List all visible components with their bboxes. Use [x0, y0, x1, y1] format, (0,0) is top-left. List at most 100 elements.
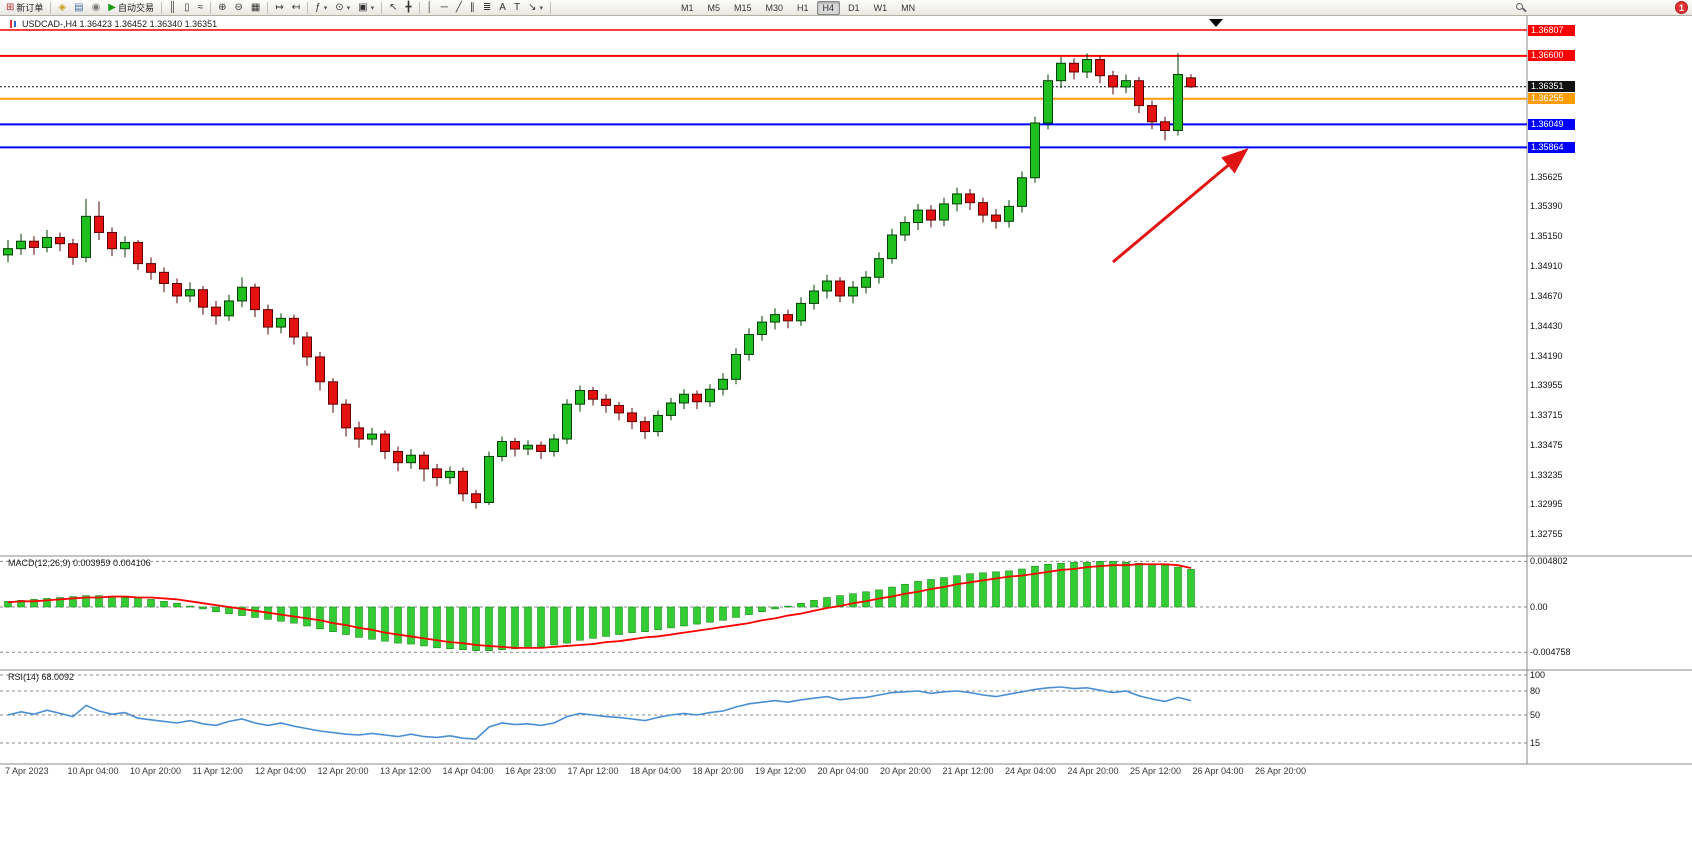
time-axis-label: 18 Apr 04:00 — [630, 766, 682, 776]
autotrading-button-label: 自动交易 — [118, 3, 155, 13]
text-button[interactable]: A — [495, 1, 510, 15]
zoom-in-icon: ⊕ — [218, 1, 227, 13]
candle — [406, 448, 416, 469]
level-price-badge: 1.36600 — [1528, 50, 1575, 62]
metaeditor-button[interactable]: ◈ — [54, 1, 70, 15]
price-axis-label: 1.35150 — [1530, 231, 1563, 242]
candle — [185, 282, 195, 303]
chart-symbol-icon — [8, 19, 18, 29]
search-icon[interactable] — [1516, 3, 1527, 14]
timeframe-d1-button[interactable]: D1 — [848, 2, 860, 13]
metaeditor-icon: ◈ — [58, 1, 67, 13]
candle — [822, 274, 832, 299]
time-axis-label: 17 Apr 12:00 — [567, 766, 619, 776]
notification-badge[interactable]: 1 — [1675, 1, 1688, 14]
label-button[interactable]: T — [510, 1, 524, 15]
new-order-button[interactable]: ⊞ 新订单 — [2, 1, 47, 15]
candle — [315, 351, 325, 391]
rsi-line — [7, 686, 1192, 740]
auto-scroll-button[interactable]: ↦ — [271, 1, 287, 15]
auto-scroll-icon: ↦ — [275, 1, 284, 13]
candle — [835, 277, 845, 303]
chart-shift-icon: ↤ — [291, 1, 301, 13]
rsi-indicator-label: RSI(14) 68.0092 — [8, 672, 75, 682]
timeframe-mn-button[interactable]: MN — [901, 2, 916, 13]
time-axis-label: 13 Apr 12:00 — [380, 766, 432, 776]
candle — [1147, 100, 1157, 130]
candle — [991, 208, 1001, 229]
candle — [900, 216, 910, 242]
fibonacci-button[interactable]: ≣ — [479, 1, 495, 15]
candle — [198, 286, 208, 315]
time-axis-label: 25 Apr 12:00 — [1130, 766, 1182, 776]
label-icon: T — [513, 1, 521, 13]
candle — [692, 390, 702, 410]
arrows-button[interactable]: ↘ ▾ — [524, 1, 547, 15]
zoom-out-button[interactable]: ⊖ — [231, 1, 247, 15]
candle — [224, 294, 234, 321]
level-price-badge: 1.36255 — [1528, 93, 1575, 105]
periods-button[interactable]: ⊙ ▾ — [331, 1, 354, 15]
candle — [211, 300, 221, 325]
line-chart-button[interactable]: ≈ — [194, 1, 208, 15]
crosshair-button[interactable]: ╋ — [401, 1, 415, 15]
macd-axis-label: 0.00 — [1530, 602, 1548, 612]
timeframe-m1-button[interactable]: M1 — [680, 2, 694, 13]
templates-icon: ▣ — [358, 1, 368, 13]
candle — [562, 399, 572, 445]
candlestick-chart-button[interactable]: ▯ — [180, 1, 194, 15]
navigator-button[interactable]: ◉ — [88, 1, 105, 15]
cursor-icon: ↖ — [389, 1, 398, 13]
timeframe-m30-button[interactable]: M30 — [765, 2, 784, 13]
candle — [133, 239, 143, 270]
candle — [601, 394, 611, 413]
price-axis[interactable]: 1.35625 1.35390 1.35150 1.34910 1.34670 1.344… — [1528, 16, 1692, 764]
price-axis-label: 1.35625 — [1530, 172, 1563, 183]
tile-windows-button[interactable]: ▦ — [247, 1, 264, 15]
zoom-in-button[interactable]: ⊕ — [214, 1, 230, 15]
price-axis-label: 1.33715 — [1530, 409, 1563, 420]
timeframe-m15-button[interactable]: M15 — [734, 2, 752, 13]
candle — [302, 332, 312, 366]
line-chart-icon: ≈ — [197, 1, 204, 13]
candle — [549, 434, 559, 457]
cursor-button[interactable]: ↖ — [385, 1, 401, 15]
candle — [718, 373, 728, 396]
arrows-icon: ↘ — [528, 1, 537, 13]
templates-button[interactable]: ▣ ▾ — [354, 1, 378, 15]
candle — [497, 436, 507, 462]
equidistant-channel-button[interactable]: ∥ — [466, 1, 479, 15]
time-axis-label: 11 Apr 12:00 — [192, 766, 243, 776]
timeframe-w1-button[interactable]: W1 — [873, 2, 888, 13]
chart-end-marker[interactable] — [1209, 19, 1223, 27]
candle — [575, 385, 585, 412]
text-icon: A — [499, 1, 506, 13]
timeframe-m5-button[interactable]: M5 — [707, 2, 720, 13]
toolbar-separator — [549, 1, 551, 14]
indicators-button[interactable]: ƒ ▾ — [311, 1, 331, 15]
chart-shift-button[interactable]: ↤ — [288, 1, 304, 15]
time-axis-label: 21 Apr 12:00 — [942, 766, 994, 776]
market-watch-button[interactable]: ▤ — [70, 1, 87, 15]
horizontal-line-button[interactable]: ─ — [437, 1, 452, 15]
autotrading-button[interactable]: ▶ 自动交易 — [104, 1, 158, 15]
macd-axis-label: 0.004802 — [1530, 556, 1568, 567]
candle — [770, 308, 780, 330]
candle — [237, 277, 247, 308]
timeframe-h1-button[interactable]: H1 — [797, 2, 809, 13]
candle — [1082, 53, 1092, 79]
candle — [120, 236, 130, 258]
price-axis-label: 1.34430 — [1530, 320, 1563, 331]
bar-chart-button[interactable]: ║ — [165, 1, 180, 15]
time-axis-label: 10 Apr 04:00 — [67, 766, 119, 776]
trend-arrow-annotation[interactable] — [1112, 148, 1249, 264]
time-axis-label: 20 Apr 20:00 — [880, 766, 932, 776]
vertical-line-button[interactable]: │ — [423, 1, 437, 15]
chevron-down-icon: ▾ — [539, 4, 543, 12]
candlestick-chart-icon: ▯ — [184, 1, 190, 13]
time-axis[interactable]: 7 Apr 2023 10 Apr 04:00 10 Apr 20:00 11 Apr… — [0, 766, 1692, 780]
trendline-button[interactable]: ╱ — [452, 1, 466, 15]
price-axis-label: 1.32995 — [1530, 499, 1563, 510]
timeframe-h4-button[interactable]: H4 — [816, 0, 841, 15]
